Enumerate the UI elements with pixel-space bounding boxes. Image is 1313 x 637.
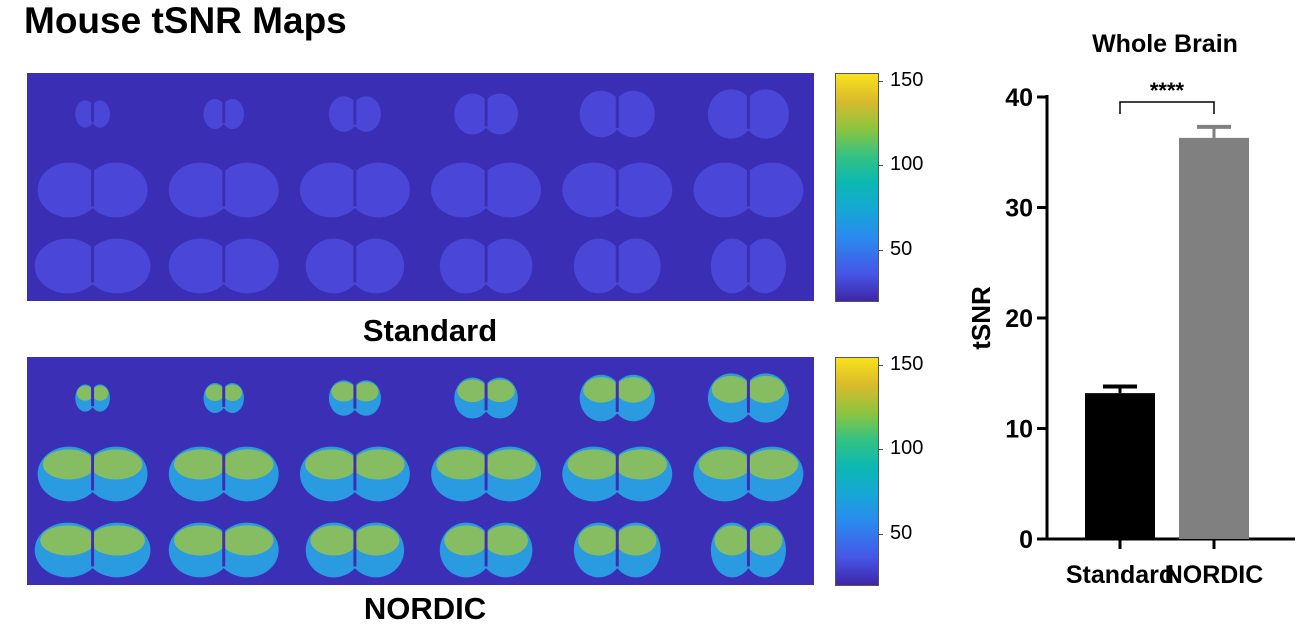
brain-slice [693, 162, 804, 218]
brain-slice [707, 373, 789, 423]
brain-slice [693, 446, 804, 502]
colorbar-tick-mark [878, 533, 883, 535]
bar-standard [1085, 393, 1155, 539]
brain-slice [168, 162, 279, 218]
brain-slice [573, 238, 661, 294]
map-label-standard: Standard [362, 313, 498, 348]
y-tick-label: 0 [1019, 526, 1033, 554]
brain-slice [305, 522, 405, 578]
brain-slice [299, 162, 410, 218]
colorbar-tick-mark [878, 449, 883, 451]
page-title: Mouse tSNR Maps [24, 0, 347, 41]
brain-slice [454, 93, 518, 135]
brain-slice [579, 90, 655, 138]
x-tick-label: NORDIC [1165, 561, 1264, 589]
tsnr-map-nordic [27, 357, 814, 585]
map-label-nordic: NORDIC [363, 591, 487, 626]
colorbar-standard [835, 73, 879, 302]
y-tick-label: 10 [1005, 416, 1033, 444]
brain-slice [573, 522, 661, 578]
colorbar-tick-mark [878, 365, 883, 367]
colorbar-tick-label: 50 [890, 237, 913, 260]
brain-slice [562, 162, 673, 218]
colorbar-tick-mark [878, 165, 883, 167]
brain-slice [454, 377, 518, 419]
brain-slice [431, 162, 542, 218]
brain-slice [439, 238, 533, 294]
brain-slice [168, 522, 279, 578]
y-tick-label: 40 [1005, 84, 1033, 112]
brain-slice [34, 522, 151, 578]
brain-slice [75, 100, 110, 128]
bar-nordic [1179, 137, 1249, 539]
colorbar-tick-label: 100 [890, 437, 924, 460]
brain-slice [37, 446, 148, 502]
y-axis-label: tSNR [966, 286, 996, 350]
brain-slice [710, 238, 787, 294]
y-tick-label: 20 [1005, 305, 1033, 333]
tsnr-map-standard [27, 73, 814, 301]
brain-slice [75, 384, 110, 412]
brain-slice [579, 374, 655, 422]
colorbar-tick-label: 150 [890, 69, 924, 92]
x-tick-label: Standard [1066, 561, 1174, 589]
colorbar-tick-mark [878, 249, 883, 251]
brain-slice [168, 238, 279, 294]
significance-bracket [1119, 101, 1215, 114]
brain-slice [203, 98, 244, 130]
brain-slice [299, 446, 410, 502]
brain-slice [168, 446, 279, 502]
brain-slice [328, 380, 381, 416]
brain-slice [431, 446, 542, 502]
colorbar-tick-label: 100 [890, 153, 924, 176]
brain-slice [328, 96, 381, 132]
brain-slice [37, 162, 148, 218]
colorbar-tick-mark [878, 81, 883, 83]
y-tick-label: 30 [1005, 195, 1033, 223]
brain-slice [707, 89, 789, 139]
colorbar-tick-label: 50 [890, 521, 913, 544]
brain-slice [439, 522, 533, 578]
brain-slice [34, 238, 151, 294]
brain-slice [203, 382, 244, 414]
significance-label: **** [1150, 78, 1185, 103]
chart-title: Whole Brain [1092, 30, 1238, 58]
colorbar-tick-label: 150 [890, 353, 924, 376]
brain-slice [562, 446, 673, 502]
brain-slice [305, 238, 405, 294]
colorbar-nordic [835, 357, 879, 586]
brain-slice [710, 522, 787, 578]
